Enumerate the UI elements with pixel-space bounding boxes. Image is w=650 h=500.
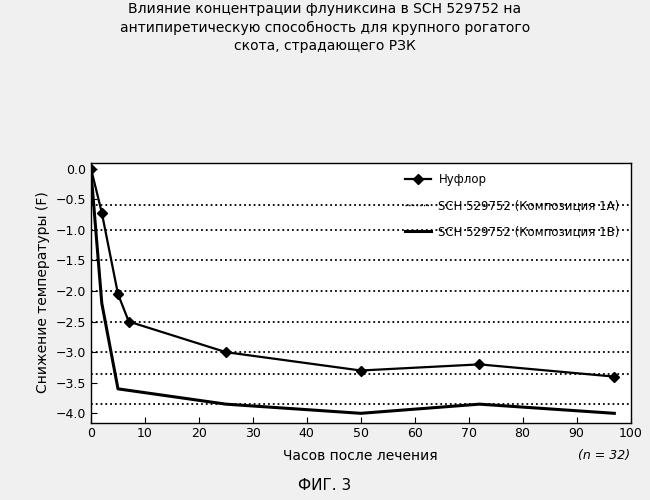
Legend: Нуфлор, SCH 529752 (Композиция 1А), SCH 529752 (Композиция 1В): Нуфлор, SCH 529752 (Композиция 1А), SCH …: [400, 168, 625, 243]
Text: ФИГ. 3: ФИГ. 3: [298, 478, 352, 492]
Text: Влияние концентрации флуниксина в SCH 529752 на
антипиретическую способность для: Влияние концентрации флуниксина в SCH 52…: [120, 2, 530, 54]
Y-axis label: Снижение температуры (F): Снижение температуры (F): [36, 192, 50, 394]
X-axis label: Часов после лечения: Часов после лечения: [283, 448, 438, 462]
Text: (n = 32): (n = 32): [578, 448, 630, 462]
